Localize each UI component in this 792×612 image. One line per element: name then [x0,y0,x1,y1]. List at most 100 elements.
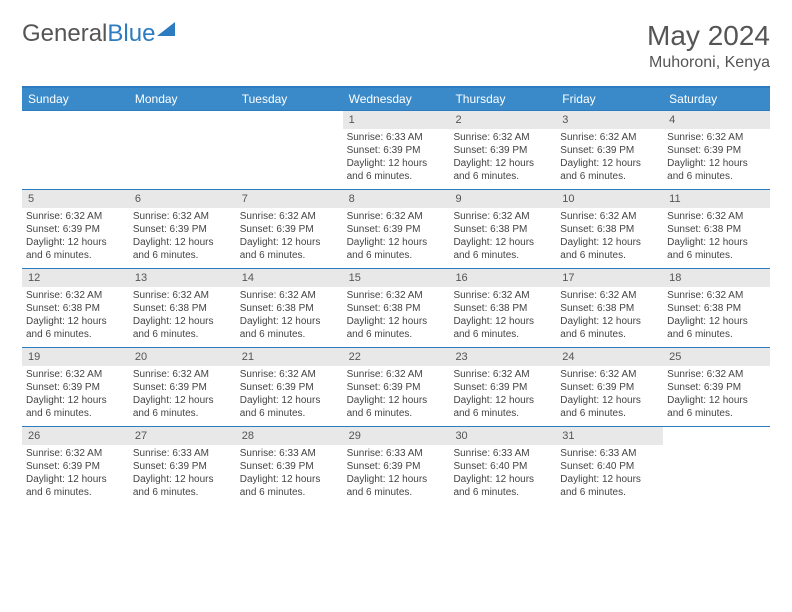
sunrise-text: Sunrise: 6:32 AM [453,289,552,302]
daylight-text: Daylight: 12 hours and 6 minutes. [453,394,552,420]
day-info: Sunrise: 6:32 AMSunset: 6:39 PMDaylight:… [22,368,129,422]
daylight-text: Daylight: 12 hours and 6 minutes. [26,394,125,420]
sunrise-text: Sunrise: 6:32 AM [240,289,339,302]
sunrise-text: Sunrise: 6:32 AM [560,131,659,144]
daylight-text: Daylight: 12 hours and 6 minutes. [26,236,125,262]
day-number: 19 [22,348,129,366]
day-number: 4 [663,111,770,129]
calendar-cell: 12 Sunrise: 6:32 AMSunset: 6:38 PMDayligh… [22,269,129,347]
page-header: GeneralBlue May 2024 Muhoroni, Kenya [22,20,770,72]
sunset-text: Sunset: 6:39 PM [133,381,232,394]
sunrise-text: Sunrise: 6:32 AM [560,368,659,381]
day-header: Monday [129,88,236,110]
sunset-text: Sunset: 6:38 PM [560,302,659,315]
calendar-cell [22,111,129,189]
day-info: Sunrise: 6:32 AMSunset: 6:39 PMDaylight:… [663,131,770,185]
day-info: Sunrise: 6:33 AMSunset: 6:39 PMDaylight:… [236,447,343,501]
month-title: May 2024 [647,20,770,52]
calendar-cell [129,111,236,189]
sunset-text: Sunset: 6:38 PM [26,302,125,315]
sunrise-text: Sunrise: 6:32 AM [560,289,659,302]
daylight-text: Daylight: 12 hours and 6 minutes. [347,394,446,420]
day-number: 1 [343,111,450,129]
sunset-text: Sunset: 6:40 PM [560,460,659,473]
calendar-cell: 31Sunrise: 6:33 AMSunset: 6:40 PMDayligh… [556,427,663,505]
day-number: 25 [663,348,770,366]
sunrise-text: Sunrise: 6:32 AM [667,289,766,302]
calendar-cell: 21Sunrise: 6:32 AMSunset: 6:39 PMDayligh… [236,348,343,426]
day-info: Sunrise: 6:32 AMSunset: 6:39 PMDaylight:… [449,131,556,185]
daylight-text: Daylight: 12 hours and 6 minutes. [133,394,232,420]
day-number: 28 [236,427,343,445]
day-number: 8 [343,190,450,208]
day-info: Sunrise: 6:32 AMSunset: 6:38 PMDaylight:… [236,289,343,343]
day-info: Sunrise: 6:32 AMSunset: 6:39 PMDaylight:… [22,447,129,501]
day-header: Wednesday [343,88,450,110]
calendar-cell: 5Sunrise: 6:32 AMSunset: 6:39 PMDaylight… [22,190,129,268]
calendar-cell: 9Sunrise: 6:32 AMSunset: 6:38 PMDaylight… [449,190,556,268]
calendar-cell [236,111,343,189]
sunset-text: Sunset: 6:39 PM [347,381,446,394]
calendar-cell: 26 Sunrise: 6:32 AMSunset: 6:39 PMDayligh… [22,427,129,505]
day-info: Sunrise: 6:33 AMSunset: 6:40 PMDaylight:… [449,447,556,501]
daylight-text: Daylight: 12 hours and 6 minutes. [560,315,659,341]
calendar-cell: 8Sunrise: 6:32 AMSunset: 6:39 PMDaylight… [343,190,450,268]
sunrise-text: Sunrise: 6:32 AM [453,368,552,381]
day-info: Sunrise: 6:32 AMSunset: 6:38 PMDaylight:… [663,210,770,264]
sunset-text: Sunset: 6:39 PM [347,223,446,236]
day-header: Saturday [663,88,770,110]
sunset-text: Sunset: 6:39 PM [667,381,766,394]
title-block: May 2024 Muhoroni, Kenya [647,20,770,72]
sunset-text: Sunset: 6:39 PM [240,381,339,394]
sunrise-text: Sunrise: 6:32 AM [26,210,125,223]
calendar-cell: 1Sunrise: 6:33 AMSunset: 6:39 PMDaylight… [343,111,450,189]
day-info: Sunrise: 6:32 AMSunset: 6:39 PMDaylight:… [129,368,236,422]
calendar-cell: 3Sunrise: 6:32 AMSunset: 6:39 PMDaylight… [556,111,663,189]
daylight-text: Daylight: 12 hours and 6 minutes. [347,315,446,341]
day-header-row: Sunday Monday Tuesday Wednesday Thursday… [22,88,770,110]
sunset-text: Sunset: 6:39 PM [347,460,446,473]
sunrise-text: Sunrise: 6:32 AM [560,210,659,223]
sunrise-text: Sunrise: 6:32 AM [240,368,339,381]
day-number: 20 [129,348,236,366]
calendar-cell: 20 Sunrise: 6:32 AMSunset: 6:39 PMDayligh… [129,348,236,426]
sunrise-text: Sunrise: 6:33 AM [240,447,339,460]
day-number: 23 [449,348,556,366]
sunrise-text: Sunrise: 6:33 AM [133,447,232,460]
calendar-cell: 22Sunrise: 6:32 AMSunset: 6:39 PMDayligh… [343,348,450,426]
daylight-text: Daylight: 12 hours and 6 minutes. [26,315,125,341]
day-number: 30 [449,427,556,445]
calendar-cell: 23 Sunrise: 6:32 AMSunset: 6:39 PMDayligh… [449,348,556,426]
day-number: 26 [22,427,129,445]
sunrise-text: Sunrise: 6:32 AM [26,289,125,302]
calendar-week: 26 Sunrise: 6:32 AMSunset: 6:39 PMDayligh… [22,426,770,505]
sunset-text: Sunset: 6:39 PM [453,144,552,157]
logo: GeneralBlue [22,20,175,48]
day-info: Sunrise: 6:32 AMSunset: 6:38 PMDaylight:… [449,210,556,264]
calendar-cell: 2 Sunrise: 6:32 AMSunset: 6:39 PMDaylight… [449,111,556,189]
daylight-text: Daylight: 12 hours and 6 minutes. [667,394,766,420]
calendar-cell: 6Sunrise: 6:32 AMSunset: 6:39 PMDaylight… [129,190,236,268]
sunrise-text: Sunrise: 6:32 AM [26,368,125,381]
day-number: 12 [22,269,129,287]
daylight-text: Daylight: 12 hours and 6 minutes. [347,473,446,499]
sunset-text: Sunset: 6:39 PM [347,144,446,157]
day-info: Sunrise: 6:32 AMSunset: 6:39 PMDaylight:… [556,368,663,422]
sunrise-text: Sunrise: 6:32 AM [667,210,766,223]
daylight-text: Daylight: 12 hours and 6 minutes. [560,157,659,183]
day-info: Sunrise: 6:32 AMSunset: 6:39 PMDaylight:… [449,368,556,422]
daylight-text: Daylight: 12 hours and 6 minutes. [133,473,232,499]
day-number: 31 [556,427,663,445]
sunrise-text: Sunrise: 6:32 AM [133,289,232,302]
calendar-week: 1Sunrise: 6:33 AMSunset: 6:39 PMDaylight… [22,110,770,189]
day-number: 7 [236,190,343,208]
sunrise-text: Sunrise: 6:32 AM [347,289,446,302]
daylight-text: Daylight: 12 hours and 6 minutes. [240,473,339,499]
logo-text-2: Blue [107,20,155,48]
sunrise-text: Sunrise: 6:33 AM [453,447,552,460]
location-label: Muhoroni, Kenya [647,54,770,72]
day-info: Sunrise: 6:32 AMSunset: 6:38 PMDaylight:… [22,289,129,343]
day-number: 2 [449,111,556,129]
calendar-cell: 7Sunrise: 6:32 AMSunset: 6:39 PMDaylight… [236,190,343,268]
daylight-text: Daylight: 12 hours and 6 minutes. [133,315,232,341]
